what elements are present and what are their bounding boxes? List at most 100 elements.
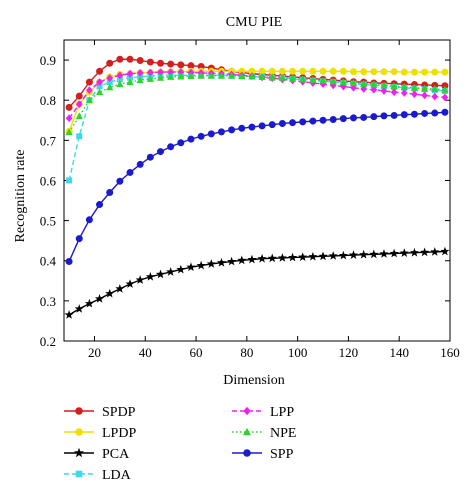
data-point-npe bbox=[177, 72, 185, 80]
legend-marker-lpdp bbox=[75, 428, 83, 436]
y-tick-label: 0.8 bbox=[40, 93, 56, 108]
data-point-lda bbox=[106, 79, 113, 86]
data-point-spp bbox=[146, 153, 154, 161]
legend-label-spp: SPP bbox=[270, 447, 294, 462]
data-point-lpp bbox=[65, 114, 73, 123]
data-point-lpp bbox=[421, 91, 428, 100]
data-point-npe bbox=[329, 77, 337, 85]
data-point-npe bbox=[75, 112, 83, 120]
x-tick-label: 40 bbox=[139, 345, 152, 360]
data-point-pca bbox=[338, 250, 348, 260]
data-point-lpdp bbox=[299, 67, 307, 75]
x-tick-label: 120 bbox=[339, 345, 359, 360]
data-point-pca bbox=[420, 247, 430, 257]
data-point-npe bbox=[85, 96, 93, 104]
data-point-pca bbox=[409, 247, 420, 257]
data-point-lpp bbox=[86, 86, 93, 95]
x-tick-label: 80 bbox=[240, 345, 253, 360]
data-point-lpp bbox=[136, 69, 144, 77]
data-point-npe bbox=[106, 83, 114, 91]
data-point-spp bbox=[370, 113, 378, 121]
data-point-npe bbox=[228, 71, 236, 79]
data-point-npe bbox=[431, 85, 439, 92]
data-point-lpdp bbox=[339, 67, 347, 75]
data-point-lda bbox=[116, 76, 123, 83]
data-point-lpp bbox=[309, 79, 317, 87]
legend-item-lpdp: LPDP bbox=[64, 426, 136, 441]
data-point-lpp bbox=[340, 82, 347, 91]
data-point-spp bbox=[299, 118, 307, 126]
data-point-pca bbox=[145, 271, 155, 281]
data-point-pca bbox=[196, 260, 206, 270]
data-point-npe bbox=[288, 74, 297, 82]
data-point-npe bbox=[339, 78, 347, 86]
data-point-pca bbox=[105, 288, 115, 298]
legend-label-spdp: SPDP bbox=[102, 405, 136, 420]
series-pca bbox=[64, 246, 450, 319]
y-tick-label: 0.9 bbox=[40, 53, 56, 68]
data-point-spp bbox=[217, 128, 225, 136]
data-point-lda bbox=[96, 83, 103, 90]
data-point-pca bbox=[135, 275, 145, 284]
series-lpdp bbox=[65, 67, 449, 136]
data-point-spp bbox=[258, 122, 266, 130]
data-point-lpdp bbox=[421, 68, 429, 76]
data-point-lpp bbox=[147, 68, 154, 77]
data-point-spp bbox=[421, 109, 429, 117]
legend-label-npe: NPE bbox=[270, 426, 296, 441]
data-point-spp bbox=[278, 119, 286, 127]
legend-marker-npe bbox=[243, 427, 251, 436]
data-point-npe bbox=[197, 71, 205, 79]
data-point-npe bbox=[207, 71, 215, 79]
data-point-lpp bbox=[75, 100, 83, 109]
data-point-lda bbox=[127, 74, 134, 81]
data-point-lda bbox=[76, 133, 83, 140]
series-spp bbox=[65, 108, 449, 266]
legend: SPDP LPDP PCA LDA LPP NPE SPP bbox=[64, 405, 296, 483]
legend-marker-spdp bbox=[75, 407, 83, 415]
data-point-spdp bbox=[116, 55, 124, 63]
data-point-pca bbox=[308, 251, 318, 261]
data-point-pca bbox=[125, 279, 135, 288]
data-point-pca bbox=[206, 259, 216, 268]
data-point-lpp bbox=[400, 89, 408, 97]
legend-label-lda: LDA bbox=[102, 468, 132, 483]
series-line-lpdp bbox=[68, 70, 445, 132]
data-point-npe bbox=[299, 75, 307, 83]
data-point-spp bbox=[410, 110, 418, 118]
data-point-lpdp bbox=[441, 68, 449, 76]
data-point-npe bbox=[390, 82, 398, 90]
data-point-spp bbox=[187, 135, 195, 143]
data-point-pca bbox=[257, 253, 267, 263]
data-point-spp bbox=[380, 112, 388, 120]
data-point-spp bbox=[238, 124, 246, 132]
data-point-spp bbox=[65, 258, 73, 266]
legend-item-lpp: LPP bbox=[232, 405, 294, 420]
data-point-spp bbox=[390, 111, 398, 119]
data-point-lpp bbox=[380, 87, 388, 95]
series-line-lpp bbox=[68, 71, 445, 119]
data-point-pca bbox=[328, 251, 338, 260]
data-point-spdp bbox=[75, 92, 83, 100]
data-point-spp bbox=[167, 143, 175, 151]
y-tick-label: 0.7 bbox=[40, 133, 57, 148]
data-point-spdp bbox=[136, 56, 144, 64]
data-point-spdp bbox=[187, 62, 195, 70]
data-point-pca bbox=[440, 246, 450, 256]
x-tick-label: 60 bbox=[190, 345, 203, 360]
series-layer bbox=[64, 55, 450, 319]
data-point-pca bbox=[318, 251, 328, 261]
data-point-lpdp bbox=[410, 68, 418, 76]
data-point-spp bbox=[339, 115, 347, 123]
data-point-npe bbox=[65, 128, 73, 136]
data-point-pca bbox=[84, 298, 94, 308]
data-point-spp bbox=[126, 168, 134, 176]
legend-item-spp: SPP bbox=[232, 447, 294, 462]
data-point-spdp bbox=[126, 55, 134, 63]
data-point-npe bbox=[167, 73, 175, 80]
data-point-pca bbox=[287, 252, 298, 262]
data-point-lpp bbox=[360, 85, 367, 93]
data-point-spdp bbox=[85, 78, 93, 86]
data-point-pca bbox=[430, 247, 440, 256]
data-point-lpp bbox=[106, 74, 114, 83]
